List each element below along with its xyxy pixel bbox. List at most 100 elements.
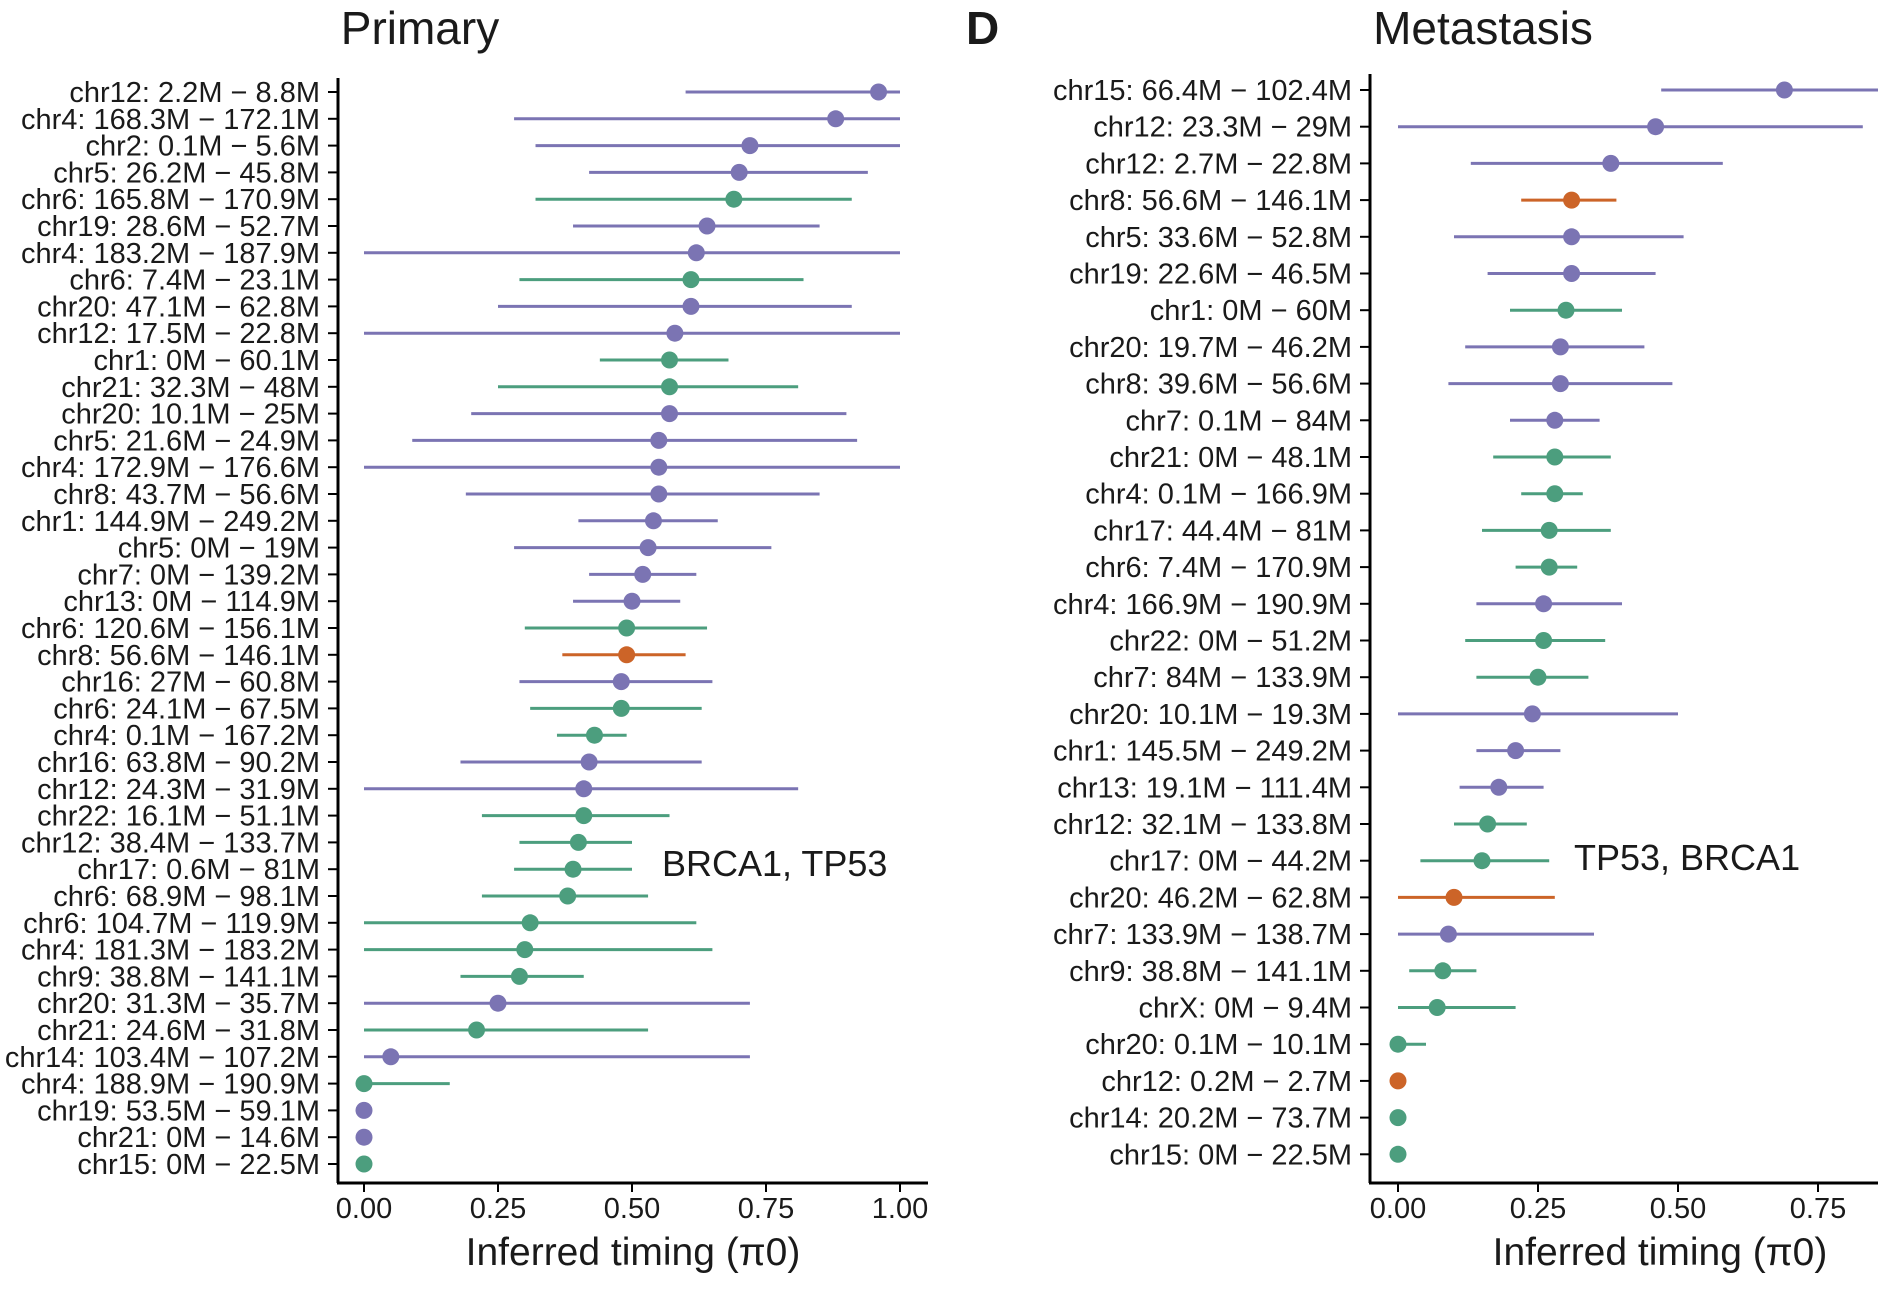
- primary-point: [355, 1101, 373, 1119]
- metastasis-row-label: chr20: 10.1M − 19.3M: [1069, 699, 1352, 731]
- metastasis-x-tick-label: 0.50: [1650, 1193, 1706, 1225]
- primary-row-label: chr13: 0M − 114.9M: [63, 586, 320, 618]
- panel-title-metastasis: Metastasis: [1373, 2, 1593, 54]
- primary-point: [698, 217, 716, 235]
- primary-point: [580, 753, 598, 771]
- metastasis-point: [1540, 558, 1558, 576]
- primary-point: [355, 1128, 373, 1146]
- primary-point: [575, 780, 593, 798]
- primary-row-label: chr12: 2.2M − 8.8M: [69, 77, 320, 109]
- metastasis-row: chrX: 0M − 9.4M: [1138, 993, 1516, 1025]
- metastasis-x-tick-label: 0.75: [1790, 1193, 1846, 1225]
- primary-row: chr15: 0M − 22.5M: [77, 1149, 373, 1181]
- primary-row-label: chr19: 53.5M − 59.1M: [37, 1095, 320, 1127]
- primary-point: [639, 539, 657, 557]
- primary-point: [516, 941, 534, 959]
- primary-row-label: chr9: 38.8M − 141.1M: [37, 961, 320, 993]
- metastasis-point: [1557, 301, 1575, 319]
- primary-row-label: chr22: 16.1M − 51.1M: [37, 801, 320, 833]
- metastasis-row-label: chr5: 33.6M − 52.8M: [1085, 222, 1352, 254]
- metastasis-row-label: chr9: 38.8M − 141.1M: [1069, 956, 1352, 988]
- metastasis-point: [1551, 338, 1569, 356]
- metastasis-row: chr12: 0.2M − 2.7M: [1101, 1066, 1407, 1098]
- primary-row-label: chr21: 24.6M − 31.8M: [37, 1015, 320, 1047]
- metastasis-row: chr22: 0M − 51.2M: [1109, 626, 1606, 658]
- primary-row: chr12: 2.2M − 8.8M: [69, 77, 900, 109]
- metastasis-row: chr14: 20.2M − 73.7M: [1069, 1103, 1407, 1135]
- metastasis-row-label: chr4: 0.1M − 166.9M: [1085, 479, 1352, 511]
- primary-row-label: chr6: 24.1M − 67.5M: [53, 693, 320, 725]
- primary-row: chr2: 0.1M − 5.6M: [85, 131, 900, 163]
- metastasis-point: [1389, 1145, 1407, 1163]
- metastasis-row-label: chr15: 66.4M − 102.4M: [1053, 75, 1352, 107]
- metastasis-row: chr20: 10.1M − 19.3M: [1069, 699, 1678, 731]
- primary-x-tick-label: 1.00: [872, 1193, 928, 1225]
- metastasis-x-axis-label: Inferred timing (π0): [1493, 1231, 1828, 1274]
- primary-row-label: chr1: 0M − 60.1M: [94, 345, 320, 377]
- primary-point: [468, 1021, 486, 1039]
- metastasis-row: chr1: 0M − 60M: [1150, 295, 1622, 327]
- primary-point: [564, 860, 582, 878]
- metastasis-row-label: chr20: 46.2M − 62.8M: [1069, 882, 1352, 914]
- primary-row: chr12: 38.4M − 133.7M: [21, 827, 632, 859]
- panel-letter-d: D: [966, 2, 999, 54]
- primary-point: [661, 405, 679, 423]
- primary-row: chr6: 165.8M − 170.9M: [21, 184, 852, 216]
- metastasis-row: chr8: 56.6M − 146.1M: [1069, 185, 1617, 217]
- primary-row-label: chr16: 63.8M − 90.2M: [37, 747, 320, 779]
- primary-point: [585, 726, 603, 744]
- primary-row-label: chr5: 21.6M − 24.9M: [53, 425, 320, 457]
- primary-point: [618, 619, 636, 637]
- primary-row-label: chr21: 0M − 14.6M: [77, 1122, 320, 1154]
- metastasis-point: [1602, 154, 1620, 172]
- primary-row-label: chr6: 120.6M − 156.1M: [21, 613, 320, 645]
- metastasis-point: [1389, 1072, 1407, 1090]
- metastasis-x-tick-label: 0.00: [1370, 1193, 1426, 1225]
- metastasis-row-label: chr19: 22.6M − 46.5M: [1069, 259, 1352, 291]
- primary-row-label: chr12: 17.5M − 22.8M: [37, 318, 320, 350]
- metastasis-point: [1490, 778, 1508, 796]
- primary-row-label: chr20: 10.1M − 25M: [61, 399, 320, 431]
- metastasis-row-label: chr12: 0.2M − 2.7M: [1101, 1066, 1352, 1098]
- metastasis-row: chr4: 0.1M − 166.9M: [1085, 479, 1583, 511]
- primary-row-label: chr6: 68.9M − 98.1M: [53, 881, 320, 913]
- metastasis-x-ticks: 0.00 0.25 0.50 0.75: [1370, 1183, 1846, 1225]
- primary-point: [618, 646, 636, 664]
- primary-row: chr19: 28.6M − 52.7M: [37, 211, 820, 243]
- primary-row: chr5: 0M − 19M: [118, 533, 772, 565]
- primary-row-label: chr19: 28.6M − 52.7M: [37, 211, 320, 243]
- metastasis-point: [1551, 375, 1569, 393]
- primary-row: chr5: 26.2M − 45.8M: [53, 157, 868, 189]
- metastasis-row: chr13: 19.1M − 111.4M: [1057, 772, 1544, 804]
- primary-row-label: chr14: 103.4M − 107.2M: [5, 1042, 320, 1074]
- metastasis-row-label: chr12: 23.3M − 29M: [1093, 112, 1352, 144]
- metastasis-row: chr17: 0M − 44.2M: [1109, 846, 1550, 878]
- metastasis-point: [1535, 632, 1553, 649]
- primary-row: chr21: 32.3M − 48M: [61, 372, 799, 404]
- primary-row-label: chr5: 26.2M − 45.8M: [53, 157, 320, 189]
- primary-row-label: chr16: 27M − 60.8M: [61, 667, 320, 699]
- primary-row-label: chr4: 181.3M − 183.2M: [21, 935, 320, 967]
- metastasis-row: chr1: 145.5M − 249.2M: [1053, 736, 1561, 768]
- primary-row: chr21: 0M − 14.6M: [77, 1122, 373, 1154]
- panel-metastasis: D Metastasis chr15: 66.4M − 102.4M chr12:…: [966, 2, 1878, 1274]
- primary-row-label: chr4: 172.9M − 176.6M: [21, 452, 320, 484]
- primary-row: chr1: 0M − 60.1M: [94, 345, 729, 377]
- metastasis-point: [1473, 852, 1491, 870]
- primary-row: chr20: 47.1M − 62.8M: [37, 291, 852, 323]
- metastasis-row-label: chr7: 133.9M − 138.7M: [1053, 919, 1352, 951]
- primary-point: [612, 699, 630, 717]
- primary-point: [687, 244, 705, 262]
- metastasis-row: chr15: 66.4M − 102.4M: [1053, 75, 1878, 107]
- primary-row-label: chr1: 144.9M − 249.2M: [21, 506, 320, 538]
- primary-point: [650, 431, 668, 449]
- metastasis-row: chr4: 166.9M − 190.9M: [1053, 589, 1622, 621]
- primary-point: [382, 1048, 400, 1066]
- primary-x-axis-label: Inferred timing (π0): [466, 1231, 801, 1274]
- primary-row: chr16: 63.8M − 90.2M: [37, 747, 702, 779]
- primary-point: [650, 485, 668, 503]
- primary-row-label: chr6: 104.7M − 119.9M: [23, 908, 320, 940]
- primary-row: chr22: 16.1M − 51.1M: [37, 801, 670, 833]
- primary-row: chr6: 24.1M − 67.5M: [53, 693, 702, 725]
- primary-point: [827, 110, 845, 128]
